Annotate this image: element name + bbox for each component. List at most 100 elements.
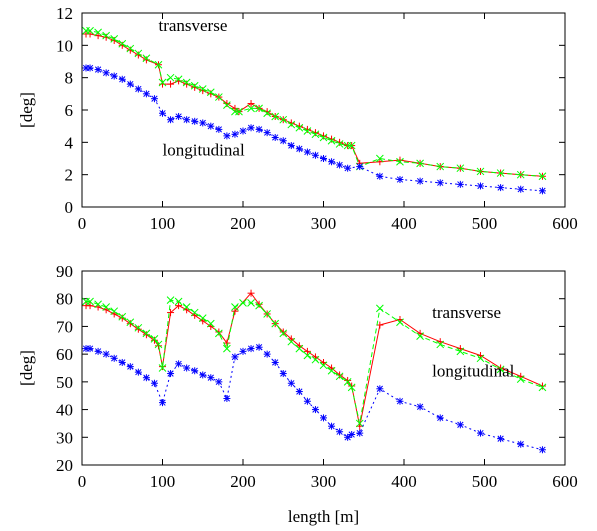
top-panel: 0 100 200 300 400 500 600 0 2 4 6 8 10 12 [deg] transve…	[17, 4, 578, 233]
data-point	[235, 107, 243, 116]
data-point-d2	[311, 355, 320, 364]
data-point-d2	[214, 329, 223, 338]
data-point-d2	[150, 335, 159, 343]
data-point-d2	[375, 304, 384, 313]
data-point-d2	[355, 419, 364, 428]
data-point	[336, 161, 344, 169]
data-point-d2	[191, 367, 198, 374]
series-line	[86, 30, 543, 177]
data-point	[199, 371, 207, 379]
data-point	[174, 75, 183, 84]
data-point	[175, 77, 183, 85]
data-point	[150, 379, 158, 387]
data-point-d2	[296, 388, 303, 395]
x-tick-label: 200	[230, 472, 256, 491]
annotation-label: longitudinal	[432, 361, 514, 380]
data-point	[376, 321, 384, 329]
data-point-d2	[347, 383, 356, 392]
data-point	[110, 72, 118, 80]
data-point	[538, 383, 547, 392]
data-point	[158, 78, 167, 87]
y-tick-label: 2	[65, 166, 74, 185]
data-point	[255, 125, 263, 133]
data-point	[497, 435, 505, 443]
x-tick-label: 400	[391, 214, 417, 233]
data-point	[94, 66, 102, 74]
data-point-d2	[231, 303, 239, 311]
series-line	[86, 67, 543, 192]
data-point	[86, 26, 94, 35]
data-point-d2	[437, 414, 444, 422]
data-point-d2	[328, 423, 335, 430]
data-point	[206, 88, 215, 97]
plot-frame	[81, 270, 566, 466]
data-point	[287, 142, 295, 150]
data-point-d2	[231, 131, 239, 138]
data-point	[142, 56, 150, 64]
data-point	[456, 421, 464, 429]
data-point	[110, 35, 119, 43]
data-point	[154, 340, 163, 349]
data-point	[118, 312, 127, 321]
data-point	[199, 119, 207, 127]
data-point-d2	[476, 354, 485, 363]
data-point-d2	[135, 369, 142, 376]
data-point	[134, 85, 142, 93]
data-point-d2	[159, 110, 166, 117]
data-point-d2	[356, 163, 363, 170]
data-point	[190, 81, 199, 90]
data-point	[182, 303, 191, 311]
data-point-d2	[110, 307, 119, 316]
data-point-d2	[94, 300, 102, 309]
data-point-d2	[135, 85, 142, 93]
data-point-d2	[143, 90, 150, 97]
data-point-d2	[436, 340, 445, 349]
data-point-d2	[263, 129, 271, 136]
data-point	[199, 87, 207, 95]
data-point-d2	[396, 398, 404, 405]
data-point	[183, 364, 191, 372]
data-point-d2	[416, 177, 424, 185]
data-point	[355, 419, 364, 428]
data-point	[167, 116, 175, 124]
y-tick-label: 90	[56, 262, 73, 281]
data-point-d2	[497, 435, 504, 442]
data-point	[287, 379, 295, 387]
data-point-d2	[517, 441, 524, 448]
data-point	[215, 378, 223, 386]
data-point	[295, 123, 304, 132]
x-tick-label: 300	[311, 214, 337, 233]
data-point-d2	[102, 303, 111, 311]
data-point	[231, 104, 239, 112]
data-point	[336, 138, 344, 146]
data-point	[102, 31, 111, 40]
data-point	[344, 164, 352, 172]
data-point	[456, 164, 465, 173]
data-point	[436, 162, 445, 171]
data-point-d2	[158, 78, 167, 87]
data-point-d2	[151, 380, 158, 387]
data-point-d2	[255, 301, 263, 310]
data-point-d2	[272, 359, 279, 366]
data-point-d2	[94, 66, 102, 73]
data-point-d2	[102, 350, 110, 358]
data-point	[207, 374, 215, 382]
data-point	[134, 368, 142, 376]
data-point-d2	[119, 76, 126, 83]
data-point-d2	[134, 323, 143, 332]
data-point	[320, 155, 327, 162]
data-point-d2	[110, 35, 119, 43]
x-tick-label: 100	[150, 472, 176, 491]
data-point-d2	[396, 176, 404, 183]
data-point-d2	[271, 112, 280, 121]
data-point	[126, 80, 134, 88]
data-point	[295, 145, 303, 153]
data-point-d2	[288, 142, 295, 149]
data-point	[516, 170, 525, 179]
data-point-d2	[86, 64, 94, 72]
data-point	[517, 185, 525, 193]
data-point-d2	[247, 104, 255, 113]
data-point	[319, 133, 328, 142]
data-point-d2	[206, 88, 215, 97]
data-point	[142, 331, 150, 339]
